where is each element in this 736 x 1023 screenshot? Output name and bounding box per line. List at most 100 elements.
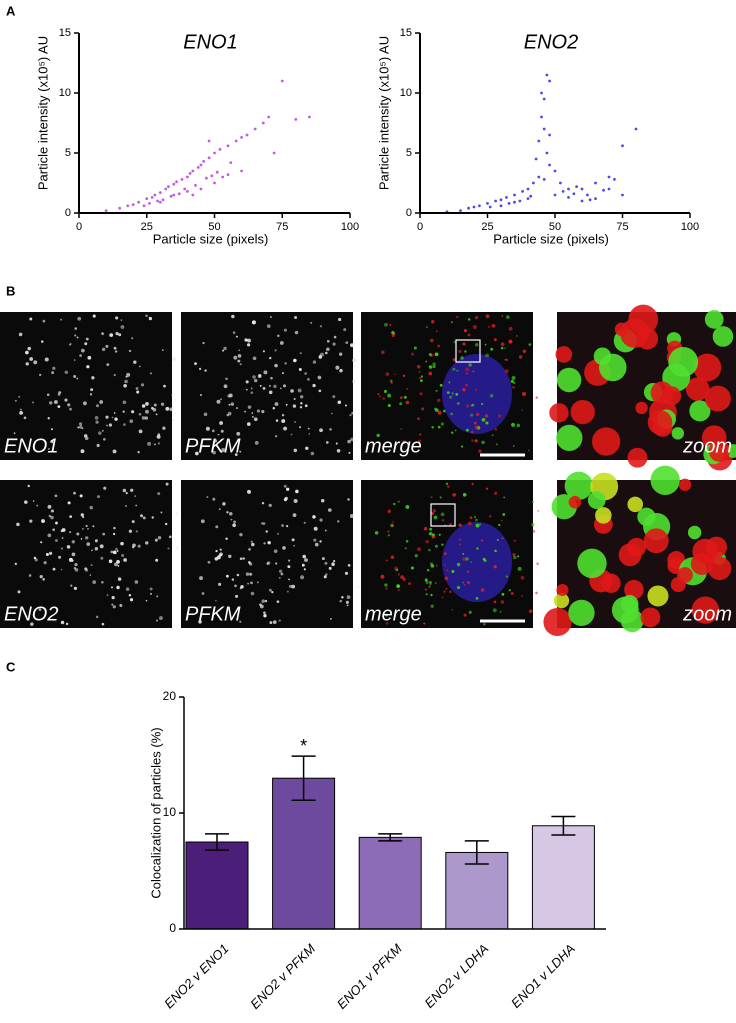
speckle <box>123 558 128 562</box>
speckle <box>504 358 507 361</box>
scatter-point <box>213 181 216 185</box>
speckle <box>379 395 382 398</box>
image-background <box>181 480 353 628</box>
speckle <box>627 496 644 513</box>
speckle <box>381 350 385 355</box>
speckle <box>122 488 127 493</box>
speckle <box>408 582 411 585</box>
y-tick-label: 5 <box>65 147 71 159</box>
speckle <box>462 557 466 561</box>
speckle <box>292 404 297 408</box>
speckle <box>521 594 524 597</box>
speckle <box>82 516 85 519</box>
error-bar <box>205 833 229 851</box>
scatter-point <box>131 203 135 207</box>
speckle <box>438 533 441 536</box>
speckle <box>69 343 71 346</box>
speckle <box>397 589 400 592</box>
speckle <box>256 409 260 413</box>
x-tick-label: 25 <box>141 221 153 233</box>
speckle <box>251 412 254 414</box>
speckle <box>643 528 669 554</box>
scatter-point <box>526 197 530 201</box>
speckle <box>462 493 467 497</box>
speckle <box>452 367 456 371</box>
speckle <box>246 388 248 391</box>
speckle <box>470 430 474 434</box>
speckle <box>425 580 429 585</box>
image-label: ENO2 <box>4 603 58 625</box>
speckle <box>531 523 535 527</box>
speckle <box>329 428 332 431</box>
speckle <box>79 354 82 357</box>
x-tick-label: 0 <box>76 221 82 233</box>
speckle <box>64 370 69 375</box>
scatter-point <box>542 178 546 181</box>
speckle <box>169 407 173 412</box>
scatter-point <box>534 157 538 161</box>
speckle <box>212 497 216 501</box>
panel-label: A <box>6 3 16 18</box>
image-label: merge <box>365 435 422 457</box>
speckle <box>156 434 161 439</box>
bar <box>185 841 249 930</box>
speckle <box>285 403 288 406</box>
speckle <box>120 325 125 329</box>
scatter-point <box>526 187 530 191</box>
speckle <box>377 393 380 396</box>
speckle <box>135 504 138 507</box>
speckle <box>246 422 251 426</box>
speckle <box>564 471 593 500</box>
scatter-point <box>537 139 541 143</box>
speckle <box>402 577 406 581</box>
speckle <box>175 512 179 516</box>
speckle <box>235 594 239 598</box>
scatter-point <box>137 200 141 204</box>
speckle <box>577 548 607 579</box>
speckle <box>397 573 401 576</box>
speckle <box>220 429 224 433</box>
speckle <box>304 372 307 375</box>
speckle <box>687 525 702 540</box>
speckle <box>301 563 305 567</box>
speckle <box>129 598 134 602</box>
speckle <box>346 604 349 607</box>
image-label: ENO1 <box>4 435 58 457</box>
speckle <box>42 319 46 323</box>
speckle <box>330 618 332 620</box>
speckle <box>131 520 135 524</box>
speckle <box>223 384 228 389</box>
speckle <box>485 314 490 319</box>
speckle <box>473 516 476 519</box>
x-axis-label: Particle size (pixels) <box>153 231 269 246</box>
speckle <box>151 516 154 519</box>
speckle <box>131 337 134 340</box>
speckle <box>473 421 477 425</box>
speckle <box>456 585 461 590</box>
y-tick-label: 15 <box>400 27 412 39</box>
error-bar <box>291 755 316 801</box>
speckle <box>319 540 322 543</box>
speckle <box>55 521 58 525</box>
speckle <box>350 343 354 348</box>
speckle <box>273 549 278 554</box>
speckle <box>266 562 269 565</box>
speckle <box>528 449 530 452</box>
speckle <box>393 502 396 506</box>
speckle <box>400 427 403 431</box>
speckle <box>86 542 91 546</box>
speckle <box>635 401 648 415</box>
speckle <box>299 405 303 409</box>
speckle <box>263 611 266 615</box>
speckle <box>286 487 290 491</box>
speckle <box>601 573 621 594</box>
speckle <box>160 511 163 514</box>
scatter-point <box>175 180 178 184</box>
speckle <box>23 416 27 420</box>
speckle <box>47 417 50 420</box>
speckle <box>219 548 222 551</box>
y-tick-label: 10 <box>163 805 177 819</box>
speckle <box>437 410 442 415</box>
scatter-point <box>542 127 546 131</box>
x-tick-label: 50 <box>549 221 561 233</box>
